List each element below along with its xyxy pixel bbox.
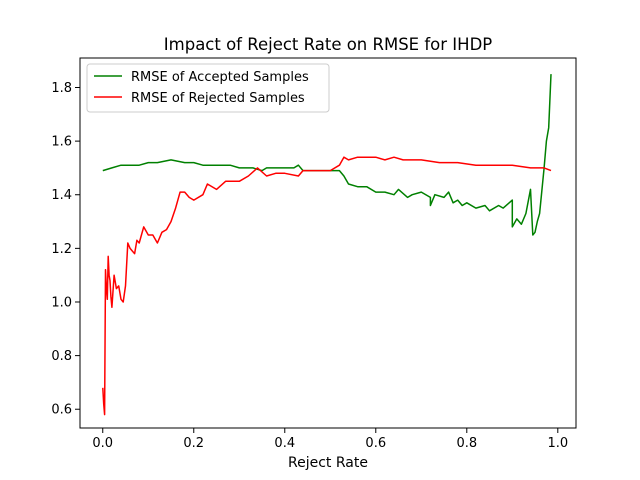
x-tick-label: 0.0 — [92, 436, 113, 451]
series-line-rejected — [102, 156, 552, 416]
y-tick-label: 1.8 — [51, 81, 72, 96]
chart-title: Impact of Reject Rate on RMSE for IHDP — [164, 35, 492, 54]
x-tick-label: 1.0 — [547, 436, 568, 451]
y-tick-label: 1.4 — [51, 188, 72, 203]
x-tick-label: 0.4 — [274, 436, 295, 451]
ticks: 0.0 0.2 0.4 0.6 0.8 1.0 0.6 0.8 1.0 1.2 1.4 1.6 1.8 — [51, 81, 568, 451]
legend: RMSE of Accepted Samples RMSE of Rejecte… — [86, 63, 330, 113]
y-tick-label: 1.2 — [51, 242, 72, 257]
y-tick-label: 1.6 — [51, 135, 72, 150]
x-tick-label: 0.2 — [183, 436, 204, 451]
y-tick-label: 0.6 — [51, 403, 72, 418]
y-tick-label: 0.8 — [51, 349, 72, 364]
legend-label-rejected: RMSE of Rejected Samples — [131, 91, 305, 106]
x-axis-label: Reject Rate — [288, 455, 368, 471]
axes-frame — [79, 57, 577, 429]
legend-label-accepted: RMSE of Accepted Samples — [131, 70, 309, 85]
legend-box — [86, 63, 330, 113]
plot-lines — [102, 74, 552, 416]
x-tick-label: 0.6 — [365, 436, 386, 451]
x-tick-label: 0.8 — [456, 436, 477, 451]
series-line-accepted — [102, 74, 552, 236]
y-tick-label: 1.0 — [51, 295, 72, 310]
